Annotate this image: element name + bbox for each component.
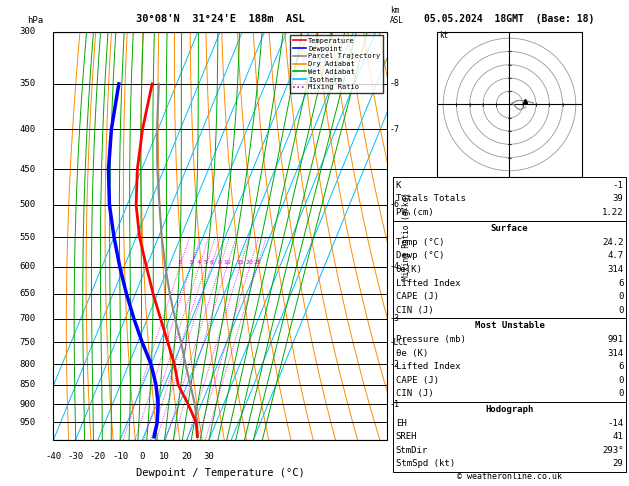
Text: StmDir: StmDir	[396, 446, 428, 455]
Text: 314: 314	[607, 265, 623, 274]
Text: 4: 4	[197, 260, 201, 264]
Text: SREH: SREH	[396, 432, 417, 441]
Text: 800: 800	[19, 360, 35, 369]
Text: -3: -3	[389, 314, 399, 323]
Text: θe (K): θe (K)	[396, 348, 428, 358]
Text: -20: -20	[90, 452, 106, 461]
Text: 500: 500	[19, 200, 35, 209]
Text: -30: -30	[68, 452, 84, 461]
Text: PW (cm): PW (cm)	[396, 208, 433, 217]
Text: CAPE (J): CAPE (J)	[396, 292, 438, 301]
Text: CAPE (J): CAPE (J)	[396, 376, 438, 385]
Text: 1.22: 1.22	[602, 208, 623, 217]
Text: Lifted Index: Lifted Index	[396, 278, 460, 288]
Text: 300: 300	[19, 27, 35, 36]
Text: 0: 0	[140, 452, 145, 461]
Text: Hodograph: Hodograph	[486, 405, 533, 414]
Text: Lifted Index: Lifted Index	[396, 362, 460, 371]
Text: K: K	[396, 181, 401, 190]
Text: -2: -2	[389, 360, 399, 369]
Text: 991: 991	[607, 335, 623, 344]
Text: EH: EH	[396, 418, 406, 428]
Text: 314: 314	[607, 348, 623, 358]
Text: 3: 3	[189, 260, 193, 264]
Text: CIN (J): CIN (J)	[396, 306, 433, 315]
Text: 6: 6	[618, 362, 623, 371]
Text: CIN (J): CIN (J)	[396, 389, 433, 399]
Text: hPa: hPa	[27, 17, 43, 25]
Text: 24.2: 24.2	[602, 238, 623, 247]
Text: 30°08'N  31°24'E  188m  ASL: 30°08'N 31°24'E 188m ASL	[136, 14, 304, 24]
Text: -10: -10	[112, 452, 128, 461]
Text: 350: 350	[19, 79, 35, 88]
Text: 15: 15	[236, 260, 244, 264]
Text: 550: 550	[19, 233, 35, 242]
Text: 0: 0	[618, 292, 623, 301]
Text: 400: 400	[19, 124, 35, 134]
Text: Most Unstable: Most Unstable	[474, 321, 545, 330]
Text: 4.7: 4.7	[607, 251, 623, 260]
Legend: Temperature, Dewpoint, Parcel Trajectory, Dry Adiabat, Wet Adiabat, Isotherm, Mi: Temperature, Dewpoint, Parcel Trajectory…	[290, 35, 383, 93]
Text: Mixing Ratio (g/kg): Mixing Ratio (g/kg)	[402, 192, 411, 279]
Text: © weatheronline.co.uk: © weatheronline.co.uk	[457, 472, 562, 481]
Text: 900: 900	[19, 399, 35, 409]
Text: 750: 750	[19, 338, 35, 347]
Text: -40: -40	[45, 452, 62, 461]
Text: 10: 10	[159, 452, 170, 461]
Text: Surface: Surface	[491, 224, 528, 233]
Text: 450: 450	[19, 165, 35, 174]
Text: Totals Totals: Totals Totals	[396, 194, 465, 204]
Text: 8: 8	[218, 260, 222, 264]
Text: 41: 41	[613, 432, 623, 441]
Text: θe(K): θe(K)	[396, 265, 423, 274]
Text: 2: 2	[178, 260, 182, 264]
Text: kt: kt	[439, 31, 448, 40]
Text: 20: 20	[181, 452, 192, 461]
Text: StmSpd (kt): StmSpd (kt)	[396, 459, 455, 469]
Text: Dewp (°C): Dewp (°C)	[396, 251, 444, 260]
Text: -1: -1	[389, 399, 399, 409]
Text: 600: 600	[19, 262, 35, 271]
Text: 29: 29	[613, 459, 623, 469]
Text: -14: -14	[607, 418, 623, 428]
Text: 20: 20	[246, 260, 253, 264]
Text: 6: 6	[209, 260, 213, 264]
Text: 0: 0	[618, 376, 623, 385]
Text: 10: 10	[223, 260, 231, 264]
Text: Temp (°C): Temp (°C)	[396, 238, 444, 247]
Text: -LCL: -LCL	[389, 338, 408, 347]
Text: 0: 0	[618, 306, 623, 315]
Text: -7: -7	[389, 124, 399, 134]
Text: 30: 30	[204, 452, 214, 461]
Text: -6: -6	[389, 200, 399, 209]
Text: -8: -8	[389, 79, 399, 88]
Text: -4: -4	[389, 262, 399, 271]
Text: km
ASL: km ASL	[390, 6, 404, 25]
Text: 25: 25	[253, 260, 261, 264]
Text: 293°: 293°	[602, 446, 623, 455]
Text: Pressure (mb): Pressure (mb)	[396, 335, 465, 344]
Text: 650: 650	[19, 289, 35, 298]
Text: 950: 950	[19, 418, 35, 427]
Text: 39: 39	[613, 194, 623, 204]
Text: 700: 700	[19, 314, 35, 323]
Text: -1: -1	[613, 181, 623, 190]
Text: 5: 5	[204, 260, 208, 264]
Text: 850: 850	[19, 380, 35, 389]
Text: Dewpoint / Temperature (°C): Dewpoint / Temperature (°C)	[136, 469, 304, 478]
Text: 05.05.2024  18GMT  (Base: 18): 05.05.2024 18GMT (Base: 18)	[425, 14, 594, 24]
Text: 6: 6	[618, 278, 623, 288]
Text: 0: 0	[618, 389, 623, 399]
